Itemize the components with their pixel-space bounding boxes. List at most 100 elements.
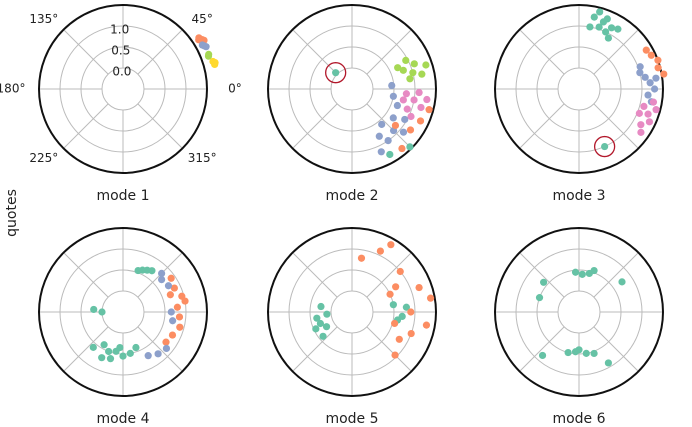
data-point xyxy=(211,60,219,69)
data-point xyxy=(126,349,134,357)
data-point xyxy=(407,112,415,121)
r-tick-label: 0.0 xyxy=(112,65,131,79)
data-point xyxy=(167,308,175,316)
data-point xyxy=(98,308,106,316)
data-point xyxy=(604,34,613,42)
data-point xyxy=(417,103,425,112)
data-point xyxy=(571,348,580,356)
data-point xyxy=(390,319,399,328)
data-point xyxy=(406,75,414,83)
grid-spoke xyxy=(593,103,639,149)
data-point xyxy=(535,294,544,302)
data-point xyxy=(323,310,331,318)
data-point xyxy=(204,52,213,60)
data-point xyxy=(407,329,415,338)
r-tick-label: 0.5 xyxy=(111,44,130,58)
theta-tick-label: 315° xyxy=(188,151,217,165)
data-point xyxy=(166,291,174,299)
grid-spoke xyxy=(519,252,565,298)
data-point xyxy=(167,274,175,282)
theta-tick-label: 45° xyxy=(192,12,213,26)
data-point xyxy=(132,343,140,352)
data-point xyxy=(426,294,435,302)
data-point xyxy=(106,355,115,363)
data-point xyxy=(389,301,397,309)
data-point xyxy=(90,305,98,314)
data-point xyxy=(154,350,162,358)
data-point xyxy=(640,102,648,110)
data-point xyxy=(415,88,423,97)
polar-plot: mode 6 xyxy=(494,227,664,427)
data-point xyxy=(164,282,173,290)
data-point xyxy=(422,61,430,69)
data-point xyxy=(637,128,645,136)
data-point xyxy=(399,66,407,74)
data-point xyxy=(391,121,400,130)
data-point xyxy=(396,267,404,276)
grid-ring xyxy=(557,290,601,334)
grid-spoke xyxy=(366,103,412,149)
data-point xyxy=(652,74,660,82)
data-point xyxy=(386,290,394,298)
data-point xyxy=(401,115,409,124)
data-point xyxy=(398,144,406,153)
data-point xyxy=(312,325,320,333)
grid-spoke xyxy=(137,103,183,149)
data-point xyxy=(169,317,177,325)
data-point xyxy=(399,128,408,136)
data-point xyxy=(410,96,418,104)
data-point xyxy=(89,343,97,351)
y-axis-label: quotes xyxy=(4,189,20,237)
data-point xyxy=(198,41,206,49)
data-point xyxy=(386,150,394,159)
data-point xyxy=(637,121,645,129)
data-point xyxy=(322,323,331,331)
data-point xyxy=(176,323,184,331)
data-point xyxy=(98,354,106,362)
polar-frame xyxy=(494,4,664,174)
data-point xyxy=(590,266,598,275)
data-point xyxy=(540,278,548,286)
data-point xyxy=(388,81,396,90)
data-point xyxy=(602,28,610,36)
polar-frame xyxy=(267,4,437,174)
data-point xyxy=(406,126,415,134)
data-point xyxy=(571,268,580,276)
polar-frame xyxy=(38,4,208,174)
data-point xyxy=(144,352,152,360)
data-point xyxy=(376,247,384,255)
data-point xyxy=(642,46,650,54)
data-point xyxy=(586,23,594,31)
data-point xyxy=(407,308,415,316)
data-point xyxy=(590,349,598,358)
data-point xyxy=(646,79,654,87)
data-point xyxy=(409,69,417,77)
data-point xyxy=(332,69,340,77)
data-point xyxy=(636,69,644,77)
data-point xyxy=(614,25,622,33)
grid-spoke xyxy=(519,29,565,75)
data-point xyxy=(377,148,385,156)
data-point xyxy=(316,319,325,328)
highlight-ring xyxy=(325,62,347,84)
data-point xyxy=(423,95,431,104)
data-point xyxy=(418,70,426,78)
data-point xyxy=(641,73,649,81)
data-point xyxy=(313,314,321,322)
data-point xyxy=(375,132,383,140)
data-point xyxy=(394,64,402,72)
data-point xyxy=(578,270,586,278)
data-point xyxy=(173,303,181,311)
plot-title: mode 1 xyxy=(96,188,149,204)
grid-spoke xyxy=(366,29,412,75)
data-point xyxy=(654,56,662,64)
grid-ring xyxy=(330,290,374,334)
plot-title: mode 4 xyxy=(96,411,149,427)
data-point xyxy=(393,101,401,110)
data-point xyxy=(649,98,658,106)
data-point xyxy=(119,352,127,360)
theta-tick-label: 135° xyxy=(29,12,58,26)
grid-spoke xyxy=(137,326,183,372)
data-point xyxy=(636,63,644,71)
polar-frame xyxy=(267,227,437,397)
